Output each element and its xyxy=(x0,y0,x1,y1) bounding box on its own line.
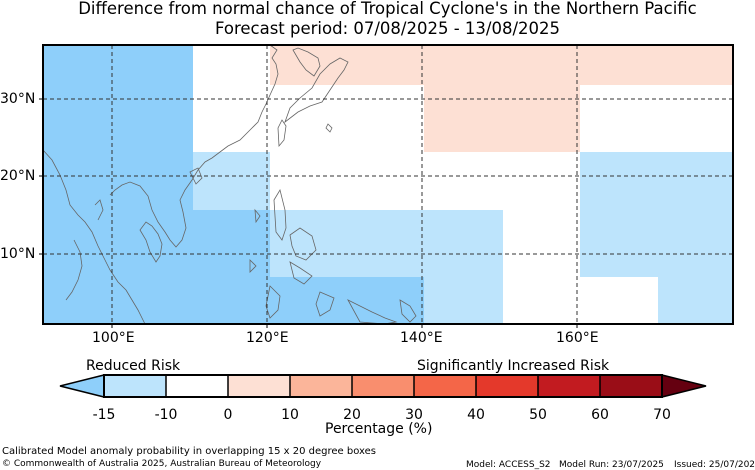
reduced-risk-label: Reduced Risk xyxy=(86,358,181,374)
lat-label: 20°N xyxy=(0,168,36,184)
reduced-risk-box xyxy=(270,210,503,277)
colorbar-tick: 10 xyxy=(281,407,299,423)
anomaly-field xyxy=(43,45,733,324)
colorbar-units: Percentage (%) xyxy=(325,421,433,437)
increased-risk-box xyxy=(270,45,733,85)
lat-label: 30°N xyxy=(0,91,36,107)
colorbar-tick: 70 xyxy=(653,407,671,423)
map-title: Difference from normal chance of Tropica… xyxy=(78,0,697,18)
increased-risk-label: Significantly Increased Risk xyxy=(417,358,610,374)
lon-label: 100°E xyxy=(92,330,135,346)
colorbar-tick: 30 xyxy=(405,407,423,423)
lon-label: 120°E xyxy=(246,330,289,346)
lon-label: 160°E xyxy=(556,330,599,346)
colorbar-max-arrow xyxy=(661,374,707,398)
reduced-risk-box xyxy=(658,277,733,324)
colorbar-tick: -15 xyxy=(92,407,116,423)
colorbar-min-arrow xyxy=(59,374,105,398)
axis-ticks xyxy=(39,98,578,328)
model-name: Model: ACCESS_S2 xyxy=(466,460,551,470)
lat-label: 10°N xyxy=(0,246,36,262)
increased-risk-box xyxy=(424,85,580,152)
forecast-period: Forecast period: 07/08/2025 - 13/08/2025 xyxy=(214,19,561,38)
issued-date: Issued: 25/07/2025 xyxy=(674,460,755,470)
copyright: © Commonwealth of Australia 2025, Austra… xyxy=(2,459,322,469)
colorbar-tick: 50 xyxy=(529,407,547,423)
colorbar-tick: 60 xyxy=(591,407,609,423)
reduced-risk-box xyxy=(424,277,503,324)
coastlines xyxy=(42,44,417,325)
reduced-risk-box xyxy=(43,45,193,324)
reduced-risk-box xyxy=(270,277,424,324)
method-note: Calibrated Model anomaly probability in … xyxy=(2,446,377,457)
colorbar-tick: 0 xyxy=(223,407,233,423)
colorbar-tick: -10 xyxy=(154,407,178,423)
reduced-risk-box xyxy=(193,152,270,210)
graticule xyxy=(43,45,733,324)
lon-label: 140°E xyxy=(400,330,443,346)
reduced-risk-box xyxy=(580,152,733,277)
colorbar-tick: 40 xyxy=(467,407,485,423)
model-run: Model Run: 23/07/2025 xyxy=(559,460,664,470)
colorbar-tick: 20 xyxy=(343,407,361,423)
map-frame xyxy=(42,44,734,325)
colorbar xyxy=(59,374,707,398)
reduced-risk-box xyxy=(193,210,270,324)
